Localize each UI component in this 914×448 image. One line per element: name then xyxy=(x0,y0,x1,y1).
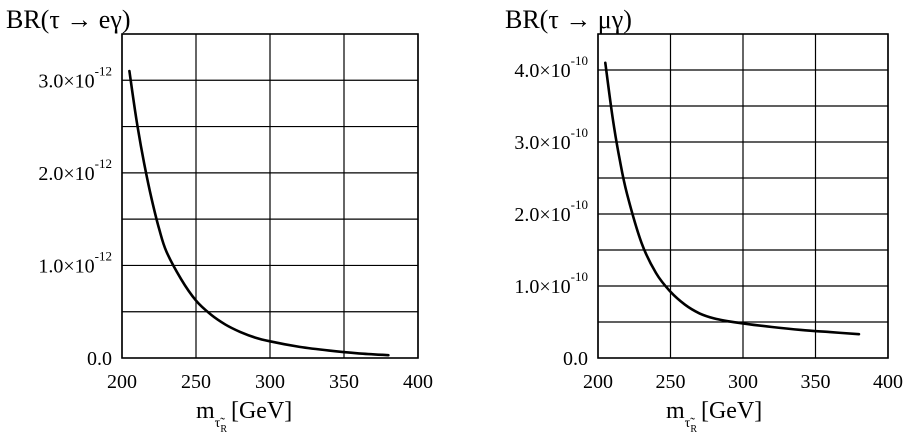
x-axis-label: mτ̃R[GeV] xyxy=(666,398,762,435)
x-tick-label: 350 xyxy=(801,371,831,393)
y-tick-label: 2.0×10-12 xyxy=(38,156,112,185)
chart-title: BR(τ → μγ) xyxy=(505,5,632,34)
y-tick-label: 0.0 xyxy=(563,348,588,370)
x-tick-label: 400 xyxy=(873,371,903,393)
y-tick-label: 1.0×10-10 xyxy=(514,269,588,298)
plot-frame xyxy=(121,33,419,359)
x-tick-label: 200 xyxy=(107,371,137,393)
x-tick-label: 300 xyxy=(728,371,758,393)
y-tick-label: 3.0×10-12 xyxy=(38,63,112,92)
x-tick-label: 200 xyxy=(583,371,613,393)
x-tick-label: 400 xyxy=(403,371,433,393)
y-tick-label: 1.0×10-12 xyxy=(38,248,112,277)
chart-br-tau-mu-gamma: BR(τ → μγ) 200 250 300 350 400 0.0 1.0×10-10 2.0… xyxy=(505,5,903,435)
y-tick-label: 3.0×10-10 xyxy=(514,125,588,154)
x-axis-label: mτ̃R[GeV] xyxy=(196,398,292,435)
x-tick-label: 250 xyxy=(181,371,211,393)
x-tick-label: 350 xyxy=(329,371,359,393)
chart-title: BR(τ → eγ) xyxy=(6,5,130,34)
y-tick-label: 0.0 xyxy=(87,348,112,370)
series-line-0 xyxy=(604,61,861,336)
y-tick-label: 2.0×10-10 xyxy=(514,197,588,226)
chart-br-tau-e-gamma: BR(τ → eγ) 200 250 300 350 400 0.0 1.0×10-12 2.0… xyxy=(6,5,433,435)
plot-frame xyxy=(597,33,889,359)
series-line-0 xyxy=(128,69,390,357)
x-tick-label: 250 xyxy=(656,371,686,393)
x-tick-label: 300 xyxy=(255,371,285,393)
y-tick-label: 4.0×10-10 xyxy=(514,53,588,82)
